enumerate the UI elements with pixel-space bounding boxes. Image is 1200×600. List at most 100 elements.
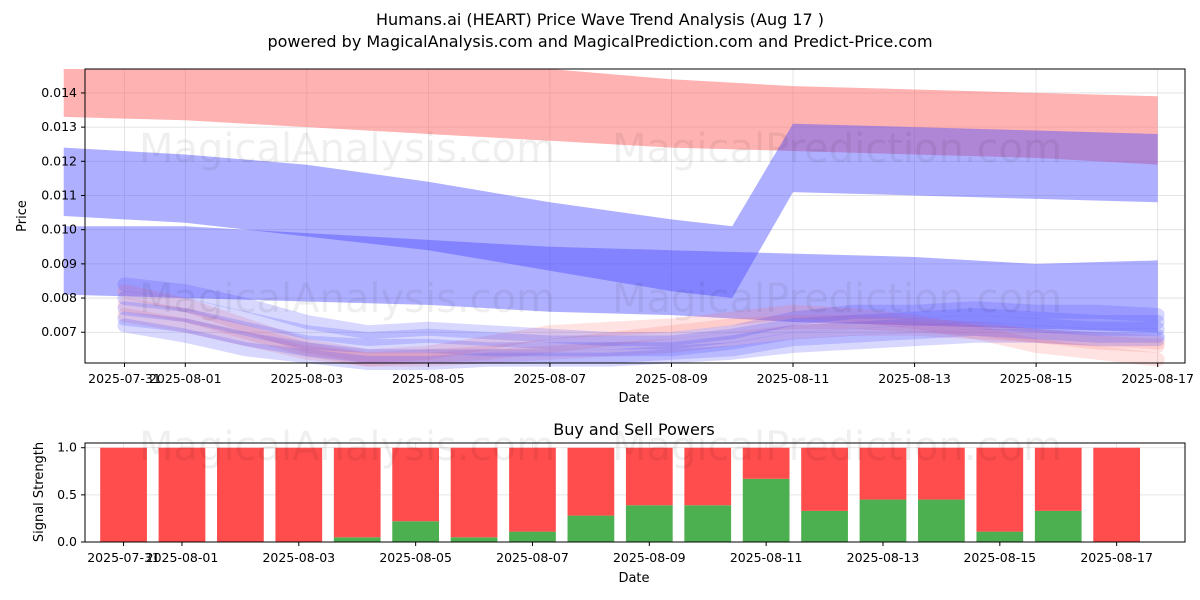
chart-subtitle: powered by MagicalAnalysis.com and Magic… [267, 32, 932, 51]
price-y-tick-label: 0.010 [41, 222, 77, 237]
signal-x-tick-label: 2025-08-03 [262, 550, 335, 565]
sell-bar [918, 447, 965, 500]
sell-bar [1093, 447, 1141, 542]
buy-bar [509, 531, 556, 542]
price-wave-blue-0 [117, 277, 1165, 347]
buy-bar [333, 537, 381, 542]
price-x-tick-label: 2025-07-31 [88, 371, 161, 386]
sell-bar [567, 447, 615, 516]
price-wave-blue-1 [117, 291, 1165, 350]
signal-x-tick-label: 2025-08-13 [847, 550, 920, 565]
signal-x-tick-label: 2025-07-31 [87, 550, 160, 565]
chart-title: Humans.ai (HEART) Price Wave Trend Analy… [376, 10, 824, 29]
signal-y-axis-label: Signal Strength [32, 442, 47, 542]
price-x-tick-label: 2025-08-05 [392, 371, 465, 386]
price-y-tick-label: 0.008 [41, 290, 77, 305]
buy-bar [918, 499, 965, 542]
signal-plot-frame [84, 442, 1186, 543]
price-band-2 [63, 226, 1158, 333]
signal-x-tick-label: 2025-08-11 [730, 550, 803, 565]
signal-y-tick-label: 0.5 [57, 487, 77, 502]
price-x-tick-label: 2025-08-15 [1000, 371, 1073, 386]
price-y-tick-label: 0.013 [41, 119, 77, 134]
signal-bars [100, 447, 1141, 542]
price-bands [63, 69, 1158, 333]
sell-bar [333, 447, 381, 538]
signal-x-tick-label: 2025-08-09 [613, 550, 686, 565]
price-wave-red-1 [117, 297, 1165, 367]
sell-bar [450, 447, 498, 538]
sell-bar [976, 447, 1024, 532]
sell-bar [742, 447, 790, 479]
sell-bar [801, 447, 848, 511]
price-y-tick-label: 0.011 [41, 187, 77, 202]
watermark-prediction-top: MagicalPrediction.com [612, 126, 1062, 172]
price-wave-blue-4 [117, 318, 1165, 370]
buy-bar [976, 531, 1024, 542]
sell-bar [684, 447, 732, 506]
signal-panel: Buy and Sell Powers MagicalAnalysis.com … [32, 420, 1186, 586]
signal-x-tick-label: 2025-08-05 [379, 550, 452, 565]
sell-bar [509, 447, 556, 532]
signal-watermarks: MagicalAnalysis.com MagicalPrediction.co… [139, 424, 1062, 470]
price-panel: MagicalAnalysis.com MagicalPrediction.co… [15, 68, 1194, 406]
price-x-tick-label: 2025-08-09 [635, 371, 708, 386]
price-band-0 [63, 69, 1158, 165]
sell-bar [859, 447, 907, 500]
price-plot-frame [84, 68, 1186, 364]
price-wave-red-0 [117, 284, 1165, 367]
price-y-tick-label: 0.009 [41, 256, 77, 271]
price-wave-blue-2 [117, 301, 1165, 357]
watermark-analysis-bottom: MagicalAnalysis.com [139, 424, 555, 470]
price-x-tick-label: 2025-08-01 [149, 371, 222, 386]
price-x-tick-label: 2025-08-07 [514, 371, 587, 386]
price-wave-blue-3 [117, 311, 1165, 364]
price-x-tick-label: 2025-08-17 [1121, 371, 1194, 386]
buy-bar [450, 537, 498, 542]
sell-bar [217, 447, 264, 542]
buy-bar [567, 515, 615, 542]
sell-bar [275, 447, 323, 542]
signal-x-tick-label: 2025-08-15 [963, 550, 1036, 565]
watermark-analysis-top: MagicalAnalysis.com [139, 126, 555, 172]
buy-bar [684, 505, 732, 542]
price-y-tick-label: 0.012 [41, 153, 77, 168]
sell-bar [392, 447, 440, 522]
buy-bar [801, 510, 848, 542]
price-x-tick-label: 2025-08-11 [757, 371, 830, 386]
price-y-tick-label: 0.014 [41, 85, 77, 100]
sell-bar [158, 447, 206, 542]
price-x-tick-label: 2025-08-03 [270, 371, 343, 386]
signal-x-tick-label: 2025-08-01 [146, 550, 219, 565]
buy-bar [742, 478, 790, 542]
buy-bar [625, 505, 673, 542]
signal-x-tick-label: 2025-08-17 [1080, 550, 1153, 565]
watermark-prediction-bottom: MagicalPrediction.com [612, 424, 1062, 470]
price-wave-lines [117, 277, 1165, 370]
signal-chart-title: Buy and Sell Powers [553, 420, 715, 439]
buy-bar [859, 499, 907, 542]
price-x-tick-label: 2025-08-13 [878, 371, 951, 386]
price-watermarks: MagicalAnalysis.com MagicalPrediction.co… [139, 126, 1062, 322]
watermark-prediction-mid: MagicalPrediction.com [612, 276, 1062, 322]
watermark-analysis-mid: MagicalAnalysis.com [139, 276, 555, 322]
price-wave-red-2 [117, 308, 1165, 367]
price-y-tick-label: 0.007 [41, 324, 77, 339]
price-x-axis-label: Date [618, 391, 649, 406]
signal-x-axis-label: Date [618, 571, 649, 586]
sell-bar [1034, 447, 1082, 511]
signal-y-tick-label: 0.0 [57, 534, 77, 549]
signal-x-tick-label: 2025-08-07 [496, 550, 569, 565]
signal-y-ticks: 0.0 0.5 1.0 [57, 440, 85, 549]
sell-bar [625, 447, 673, 506]
buy-bar [1034, 510, 1082, 542]
price-y-axis-label: Price [15, 200, 30, 232]
signal-y-tick-label: 1.0 [57, 440, 77, 455]
sell-bar [100, 447, 147, 542]
price-y-ticks: 0.007 0.008 0.009 0.010 0.011 0.012 0.013 0.014 [41, 85, 85, 339]
buy-bar [392, 521, 440, 542]
price-band-1 [63, 123, 1158, 298]
